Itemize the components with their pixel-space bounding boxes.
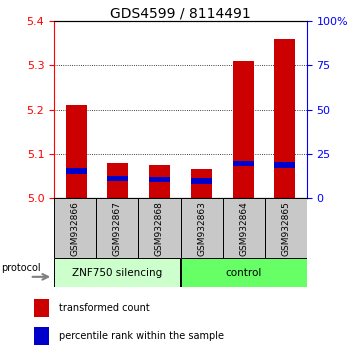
Text: GSM932863: GSM932863	[197, 201, 206, 256]
Bar	[274, 39, 295, 198]
Text: protocol: protocol	[1, 263, 41, 273]
Text: control: control	[226, 268, 262, 278]
Bar	[149, 165, 170, 198]
Bar	[108, 176, 128, 181]
Text: GSM932868: GSM932868	[155, 201, 164, 256]
Bar	[265, 198, 307, 258]
Text: transformed count: transformed count	[59, 303, 149, 313]
Bar	[180, 258, 307, 287]
Bar	[108, 163, 128, 198]
Bar	[138, 198, 180, 258]
Bar	[54, 198, 96, 258]
Bar	[149, 177, 170, 182]
Title: GDS4599 / 8114491: GDS4599 / 8114491	[110, 6, 251, 20]
Text: ZNF750 silencing: ZNF750 silencing	[72, 268, 162, 278]
Text: GSM932865: GSM932865	[281, 201, 290, 256]
Bar	[274, 162, 295, 168]
Bar	[191, 178, 212, 184]
Text: GSM932864: GSM932864	[239, 201, 248, 256]
Text: GSM932866: GSM932866	[71, 201, 80, 256]
Bar	[54, 258, 180, 287]
Bar	[180, 198, 223, 258]
Bar	[34, 327, 49, 345]
Bar	[223, 198, 265, 258]
Bar	[233, 161, 253, 166]
Bar	[66, 168, 87, 174]
Text: percentile rank within the sample: percentile rank within the sample	[59, 331, 224, 341]
Text: GSM932867: GSM932867	[113, 201, 122, 256]
Bar	[34, 299, 49, 317]
Bar	[233, 61, 253, 198]
Bar	[96, 198, 138, 258]
Bar	[191, 170, 212, 198]
Bar	[66, 105, 87, 198]
